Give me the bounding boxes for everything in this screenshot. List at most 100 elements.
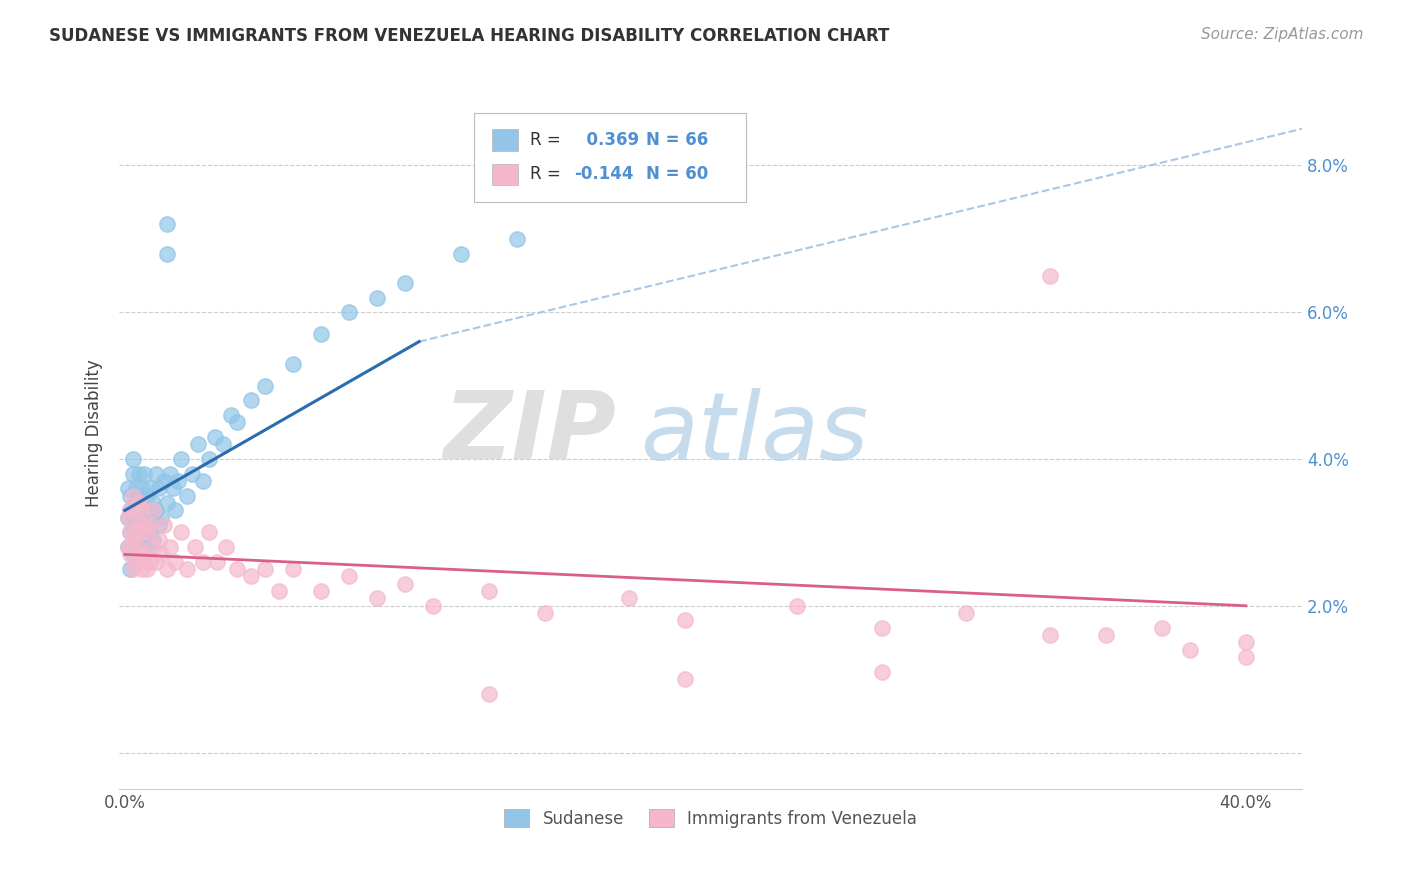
FancyBboxPatch shape [492, 129, 517, 151]
Text: 0.369: 0.369 [575, 131, 638, 149]
Text: R =: R = [530, 131, 561, 149]
Point [870, 621, 893, 635]
Point [139, 525, 162, 540]
Point [156, 217, 179, 231]
Point [165, 503, 187, 517]
Point [170, 452, 193, 467]
Point [212, 437, 235, 451]
Point [1039, 268, 1062, 283]
Point [181, 467, 204, 481]
Point [204, 430, 226, 444]
Point [450, 246, 472, 260]
Point [122, 562, 145, 576]
Point [128, 489, 150, 503]
Y-axis label: Hearing Disability: Hearing Disability [86, 359, 103, 508]
Point [117, 481, 139, 495]
Point [120, 503, 142, 517]
Point [128, 548, 150, 562]
Text: Source: ZipAtlas.com: Source: ZipAtlas.com [1201, 27, 1364, 42]
Point [131, 533, 153, 547]
Point [125, 510, 148, 524]
Point [136, 525, 159, 540]
Point [198, 452, 221, 467]
Point [148, 533, 170, 547]
Point [1150, 621, 1173, 635]
Point [148, 518, 170, 533]
Point [159, 467, 181, 481]
Point [117, 540, 139, 554]
Point [125, 481, 148, 495]
Point [117, 510, 139, 524]
Point [187, 437, 209, 451]
Point [128, 496, 150, 510]
Point [153, 518, 176, 533]
Point [1094, 628, 1116, 642]
Text: -0.144: -0.144 [575, 165, 634, 183]
Point [131, 503, 153, 517]
Point [786, 599, 808, 613]
Point [267, 584, 290, 599]
Point [226, 415, 249, 429]
Point [1234, 635, 1257, 649]
Point [120, 503, 142, 517]
Point [120, 562, 142, 576]
Point [131, 562, 153, 576]
Point [139, 481, 162, 495]
Point [198, 525, 221, 540]
Point [159, 540, 181, 554]
Point [131, 548, 153, 562]
Point [122, 518, 145, 533]
Text: SUDANESE VS IMMIGRANTS FROM VENEZUELA HEARING DISABILITY CORRELATION CHART: SUDANESE VS IMMIGRANTS FROM VENEZUELA HE… [49, 27, 890, 45]
Point [142, 540, 165, 554]
Point [156, 562, 179, 576]
Point [142, 503, 165, 517]
Point [240, 393, 263, 408]
Text: N = 60: N = 60 [645, 165, 707, 183]
Point [184, 540, 207, 554]
Point [120, 525, 142, 540]
Point [394, 576, 416, 591]
Point [134, 548, 156, 562]
Point [120, 525, 142, 540]
Point [619, 591, 641, 606]
Point [176, 489, 198, 503]
Point [125, 525, 148, 540]
Point [148, 481, 170, 495]
Point [215, 540, 238, 554]
FancyBboxPatch shape [474, 113, 747, 202]
Point [131, 510, 153, 524]
Point [253, 378, 276, 392]
Point [1178, 642, 1201, 657]
Point [134, 467, 156, 481]
Point [1234, 650, 1257, 665]
Point [134, 525, 156, 540]
Point [128, 525, 150, 540]
Point [134, 518, 156, 533]
Point [122, 452, 145, 467]
FancyBboxPatch shape [492, 163, 517, 185]
Point [128, 518, 150, 533]
Point [134, 503, 156, 517]
Point [176, 562, 198, 576]
Point [478, 687, 501, 701]
Text: R =: R = [530, 165, 561, 183]
Point [122, 533, 145, 547]
Point [131, 481, 153, 495]
Point [150, 510, 173, 524]
Point [122, 489, 145, 503]
Point [394, 276, 416, 290]
Point [153, 474, 176, 488]
Point [142, 533, 165, 547]
Point [128, 503, 150, 517]
Point [125, 496, 148, 510]
Point [145, 555, 167, 569]
Point [281, 562, 304, 576]
Point [337, 305, 360, 319]
Point [534, 606, 557, 620]
Point [207, 555, 229, 569]
Point [125, 503, 148, 517]
Point [136, 562, 159, 576]
Point [162, 481, 184, 495]
Text: atlas: atlas [640, 388, 868, 479]
Point [170, 525, 193, 540]
